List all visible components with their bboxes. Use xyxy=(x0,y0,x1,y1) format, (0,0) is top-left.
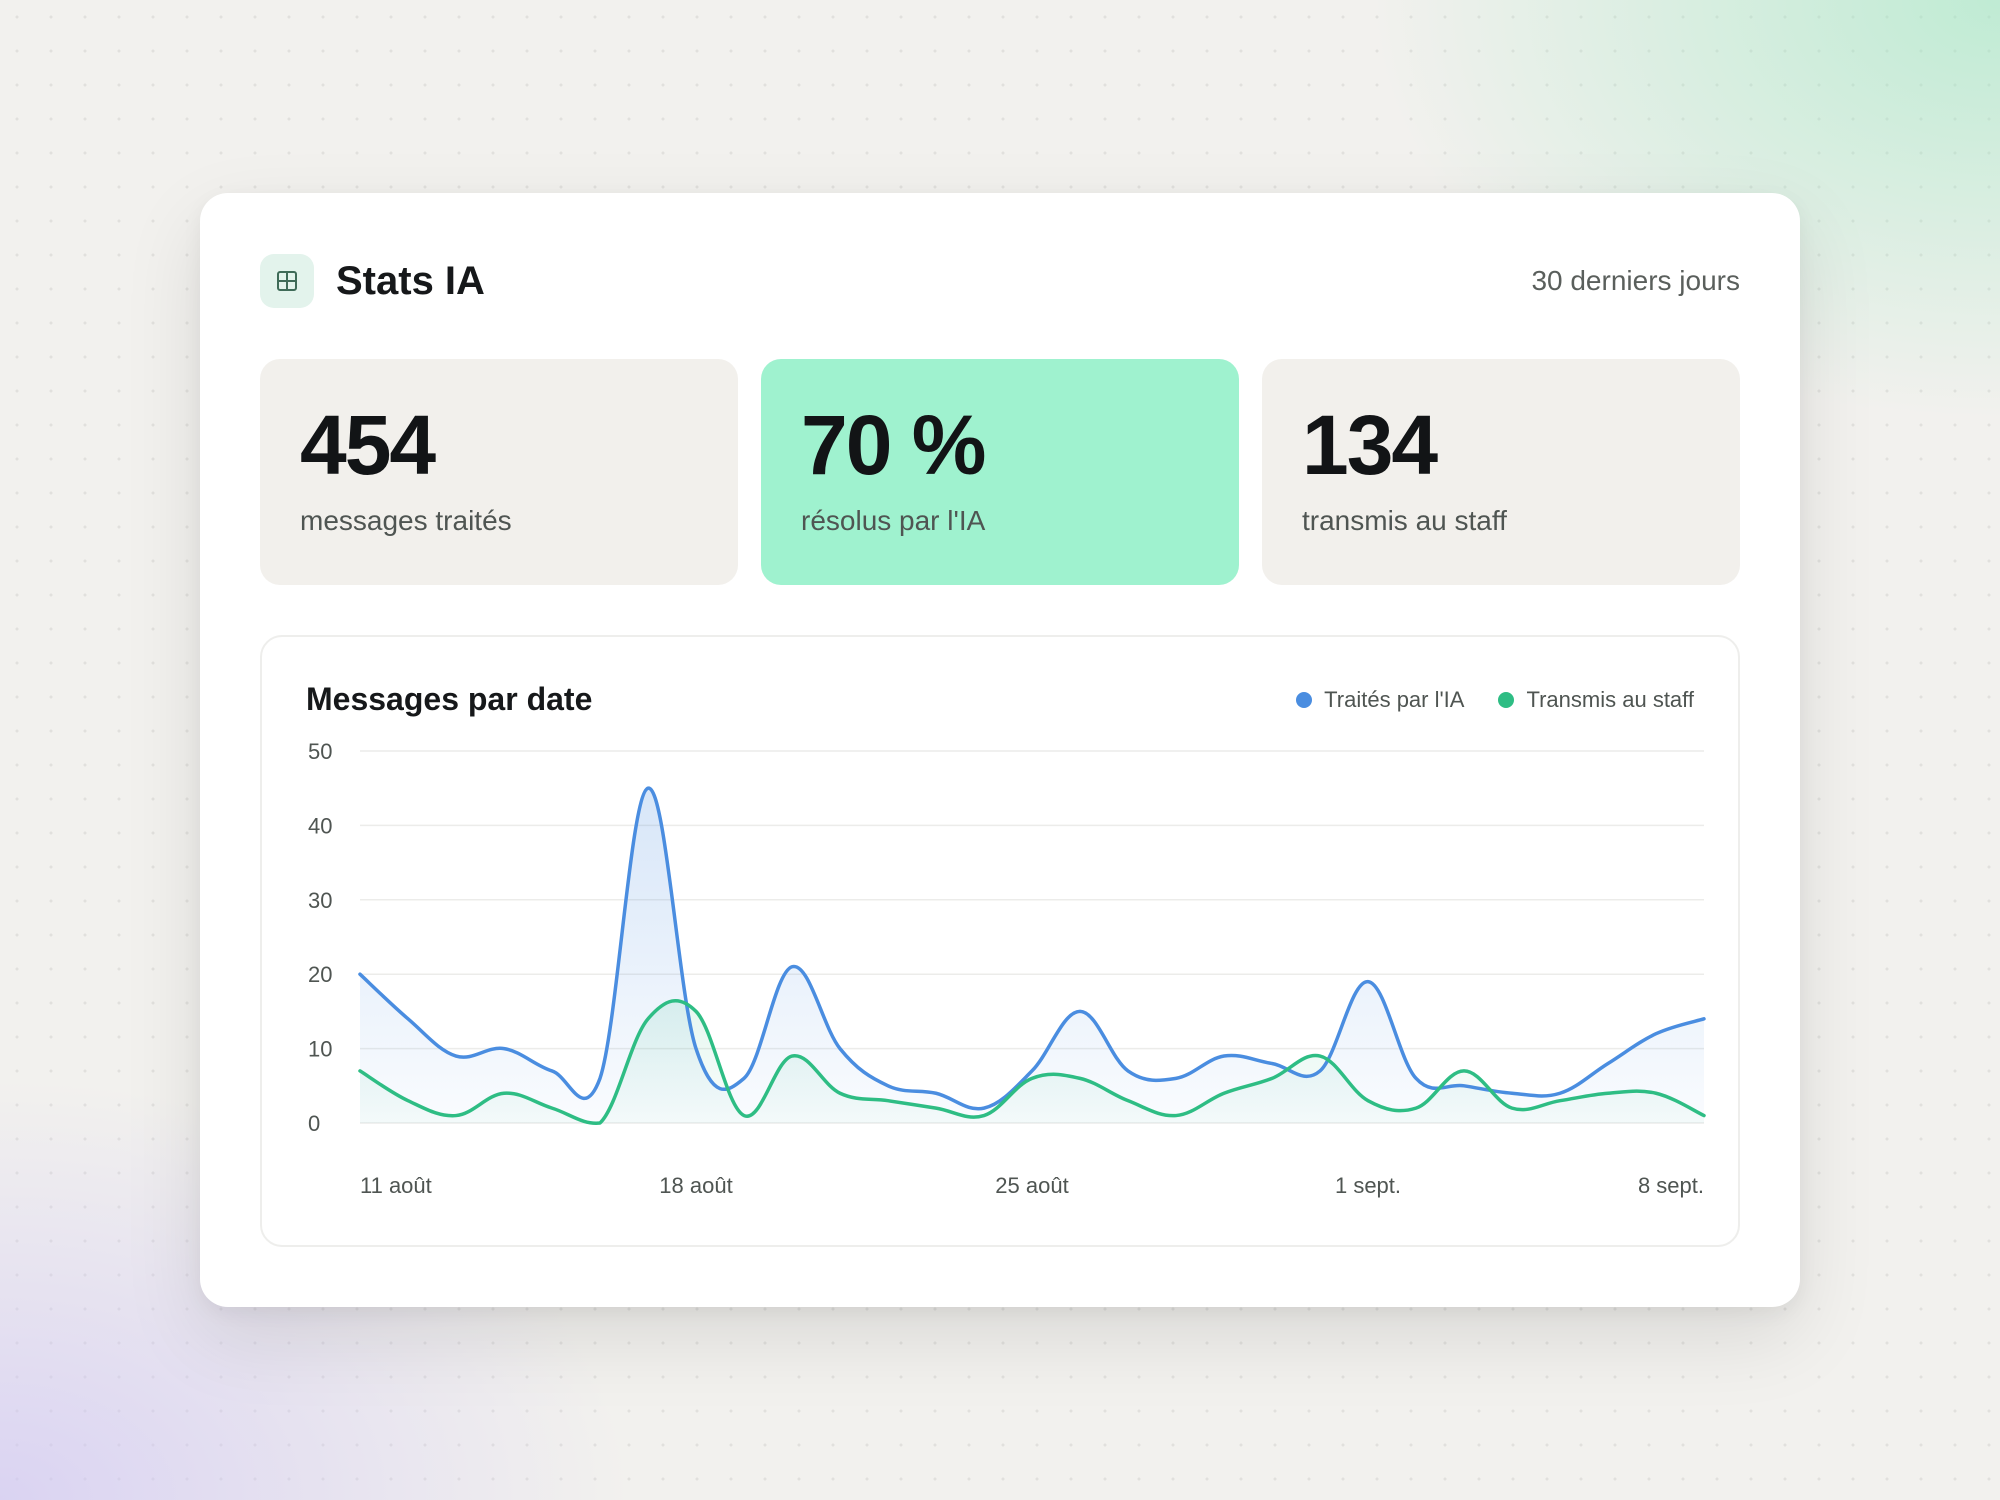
y-tick-label: 10 xyxy=(308,1037,332,1062)
legend-dot-ai xyxy=(1296,692,1313,708)
data-point-ai[interactable] xyxy=(738,1072,750,1084)
period-label: 30 derniers jours xyxy=(1531,265,1740,296)
x-tick-label: 11 août xyxy=(360,1173,432,1198)
data-point-ai[interactable] xyxy=(1698,1013,1710,1025)
card-header: Stats IA 30 derniers jours xyxy=(260,253,1740,309)
data-point-ai[interactable] xyxy=(1074,1005,1086,1017)
data-point-ai[interactable] xyxy=(1410,1072,1422,1084)
data-point-staff[interactable] xyxy=(738,1110,750,1122)
data-point-ai[interactable] xyxy=(930,1087,942,1099)
legend-item-ai[interactable]: Traités par l'IA xyxy=(1296,687,1464,713)
x-tick-label: 1 sept. xyxy=(1335,1173,1401,1198)
data-point-staff[interactable] xyxy=(1074,1072,1086,1084)
data-point-ai[interactable] xyxy=(546,1065,558,1077)
data-point-ai[interactable] xyxy=(642,782,654,794)
data-point-ai[interactable] xyxy=(1506,1087,1518,1099)
stat-label: résolus par l'IA xyxy=(801,505,986,536)
legend-item-staff[interactable]: Transmis au staff xyxy=(1498,687,1694,713)
data-point-ai[interactable] xyxy=(882,1080,894,1092)
legend-label-staff: Transmis au staff xyxy=(1526,687,1694,712)
data-point-staff[interactable] xyxy=(1602,1087,1614,1099)
data-point-staff[interactable] xyxy=(642,1013,654,1025)
y-tick-label: 40 xyxy=(308,813,332,838)
data-point-staff[interactable] xyxy=(546,1102,558,1114)
chart-title: Messages par date xyxy=(306,681,593,717)
data-point-staff[interactable] xyxy=(594,1117,606,1129)
data-point-ai[interactable] xyxy=(402,1013,414,1025)
data-point-staff[interactable] xyxy=(1458,1065,1470,1077)
series-area-staff xyxy=(360,1000,1704,1124)
x-tick-label: 18 août xyxy=(659,1173,732,1198)
data-point-ai[interactable] xyxy=(450,1050,462,1062)
x-tick-label: 8 sept. xyxy=(1638,1173,1704,1198)
header-left: Stats IA xyxy=(260,254,485,308)
grid-icon-glyph xyxy=(277,271,297,291)
data-point-staff[interactable] xyxy=(978,1110,990,1122)
data-point-ai[interactable] xyxy=(1266,1057,1278,1069)
data-point-staff[interactable] xyxy=(450,1110,462,1122)
data-point-staff[interactable] xyxy=(1266,1072,1278,1084)
data-point-ai[interactable] xyxy=(1458,1080,1470,1092)
x-tick-label: 25 août xyxy=(995,1173,1068,1198)
data-point-staff[interactable] xyxy=(930,1102,942,1114)
series-line-ai[interactable] xyxy=(358,786,1706,1111)
series-line-staff[interactable] xyxy=(358,998,1706,1125)
data-point-staff[interactable] xyxy=(498,1087,510,1099)
legend-label-ai: Traités par l'IA xyxy=(1324,687,1465,712)
data-point-ai[interactable] xyxy=(786,961,798,973)
line-chart: 50 40 30 20 10 0 11 août 18 août 25 août 1 sept. 8… xyxy=(308,739,1710,1198)
data-point-staff[interactable] xyxy=(690,1005,702,1017)
data-point-ai[interactable] xyxy=(1650,1028,1662,1040)
data-point-staff[interactable] xyxy=(1698,1110,1710,1122)
data-point-ai[interactable] xyxy=(1362,976,1374,988)
stat-label: transmis au staff xyxy=(1302,505,1507,536)
stat-value: 70 % xyxy=(801,398,986,492)
data-point-ai[interactable] xyxy=(690,1043,702,1055)
data-point-ai[interactable] xyxy=(1122,1065,1134,1077)
data-point-ai[interactable] xyxy=(1602,1057,1614,1069)
legend-dot-staff xyxy=(1498,692,1515,708)
stat-value: 134 xyxy=(1302,398,1438,492)
y-tick-label: 20 xyxy=(308,962,332,987)
data-point-staff[interactable] xyxy=(786,1050,798,1062)
page-title: Stats IA xyxy=(336,258,485,303)
stat-value: 454 xyxy=(300,398,436,492)
chart-legend: Traités par l'IA Transmis au staff xyxy=(1262,687,1694,713)
data-point-staff[interactable] xyxy=(1506,1102,1518,1114)
grid-icon xyxy=(260,254,314,308)
data-point-ai[interactable] xyxy=(1314,1065,1326,1077)
data-point-staff[interactable] xyxy=(354,1065,366,1077)
data-point-ai[interactable] xyxy=(594,1072,606,1084)
y-tick-label: 30 xyxy=(308,888,332,913)
data-point-staff[interactable] xyxy=(1122,1095,1134,1107)
data-point-ai[interactable] xyxy=(498,1043,510,1055)
data-point-staff[interactable] xyxy=(1650,1087,1662,1099)
stat-label: messages traités xyxy=(300,505,512,536)
data-point-staff[interactable] xyxy=(1314,1050,1326,1062)
chart-panel: Messages par date Traités par l'IA Trans… xyxy=(260,635,1740,1247)
stat-card-transferred: 134 transmis au staff xyxy=(1262,359,1740,585)
data-point-staff[interactable] xyxy=(1026,1072,1038,1084)
series-area-ai xyxy=(360,788,1704,1123)
data-point-ai[interactable] xyxy=(834,1043,846,1055)
stat-card-resolved: 70 % résolus par l'IA xyxy=(761,359,1239,585)
stats-card: Stats IA 30 derniers jours 454 messages … xyxy=(200,193,1800,1307)
data-point-staff[interactable] xyxy=(882,1095,894,1107)
data-point-staff[interactable] xyxy=(1410,1102,1422,1114)
data-point-staff[interactable] xyxy=(1362,1095,1374,1107)
y-tick-label: 0 xyxy=(308,1111,320,1136)
data-point-staff[interactable] xyxy=(402,1095,414,1107)
data-point-ai[interactable] xyxy=(354,968,366,980)
data-point-staff[interactable] xyxy=(1554,1095,1566,1107)
y-tick-label: 50 xyxy=(308,739,332,764)
data-point-staff[interactable] xyxy=(1170,1110,1182,1122)
data-point-staff[interactable] xyxy=(834,1087,846,1099)
data-point-staff[interactable] xyxy=(1218,1087,1230,1099)
data-point-ai[interactable] xyxy=(1170,1072,1182,1084)
stat-card-messages: 454 messages traités xyxy=(260,359,738,585)
data-point-ai[interactable] xyxy=(1218,1050,1230,1062)
